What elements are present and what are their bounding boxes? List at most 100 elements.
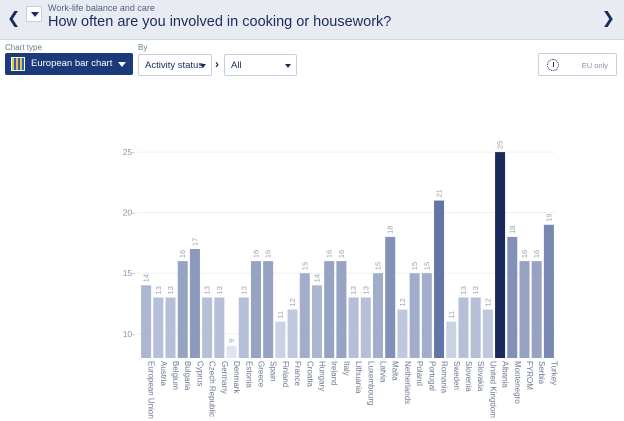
bar-chart-icon	[11, 57, 25, 71]
x-tick-label: Romania	[440, 361, 449, 394]
bar	[226, 345, 237, 358]
bar	[421, 273, 432, 358]
data-label: 13	[471, 286, 480, 294]
data-label: 19	[544, 213, 553, 221]
chart-type-label: Chart type	[5, 43, 42, 52]
next-question-icon[interactable]: ❯	[601, 10, 615, 27]
data-label: 13	[459, 286, 468, 294]
bar	[531, 261, 542, 358]
data-label: 18	[508, 226, 517, 234]
bar	[543, 224, 554, 358]
chart-type-select[interactable]: European bar chart	[5, 53, 133, 75]
y-tick-label: 20-	[123, 208, 135, 218]
data-label: 18	[386, 226, 395, 234]
bar	[202, 297, 213, 358]
bar	[519, 261, 530, 358]
x-tick-label: Austria	[159, 361, 168, 386]
by-label: By	[138, 43, 148, 52]
x-tick-label: FYROM	[525, 361, 534, 390]
x-tick-label: Serbia	[537, 361, 546, 385]
question-dropdown-toggle[interactable]	[26, 6, 42, 22]
chevron-down-icon	[31, 12, 39, 17]
question-title: How often are you involved in cooking or…	[48, 14, 392, 30]
x-tick-label: Latvia	[379, 361, 388, 383]
x-tick-label: Slovenia	[464, 361, 473, 392]
x-tick-label: Lithuania	[354, 361, 363, 394]
data-label: 15	[374, 262, 383, 270]
chart-type-value: European bar chart	[31, 58, 113, 69]
page-header: ❮ Work-life balance and care How often a…	[0, 0, 624, 40]
x-tick-label: Turkey	[549, 361, 558, 385]
bar	[189, 249, 200, 358]
bar	[495, 152, 506, 358]
eu-only-toggle[interactable]: EU only	[538, 53, 617, 76]
data-label: 11	[447, 311, 456, 319]
bar	[311, 285, 322, 358]
data-label: 12	[398, 298, 407, 306]
bar	[153, 297, 164, 358]
x-tick-label: Slovakia	[476, 361, 485, 392]
x-tick-label: Estonia	[244, 361, 253, 388]
data-label: 16	[264, 250, 273, 258]
bar	[458, 297, 469, 358]
bar	[507, 236, 518, 358]
x-tick-label: Malta	[391, 361, 400, 381]
x-tick-label: Denmark	[232, 361, 241, 394]
x-tick-label: Greece	[256, 361, 265, 388]
data-label: 13	[166, 286, 175, 294]
data-label: 15	[300, 262, 309, 270]
x-tick-label: Albania	[501, 361, 510, 388]
x-tick-label: Sweden	[452, 361, 461, 390]
bar	[409, 273, 420, 358]
data-label: 16	[325, 250, 334, 258]
data-label: 13	[349, 286, 358, 294]
topic-subtitle: Work-life balance and care	[48, 3, 155, 13]
x-tick-label: Poland	[415, 361, 424, 386]
x-tick-label: Bulgaria	[183, 361, 192, 391]
bar	[299, 273, 310, 358]
chevron-down-icon	[285, 64, 291, 68]
bar	[214, 297, 225, 358]
bar	[250, 261, 261, 358]
data-label: 15	[422, 262, 431, 270]
x-tick-label: United Kingdom	[488, 361, 497, 418]
y-tick-label: 10-	[123, 329, 135, 339]
x-tick-label: Italy	[342, 361, 351, 376]
x-tick-label: Luxembourg	[366, 361, 375, 405]
data-label: 16	[337, 250, 346, 258]
bar	[238, 297, 249, 358]
eu-only-label: EU only	[581, 61, 608, 70]
bar	[470, 297, 481, 358]
bar	[373, 273, 384, 358]
data-label: 9	[227, 339, 236, 343]
x-tick-label: Germany	[220, 361, 229, 394]
data-label: 12	[288, 298, 297, 306]
x-tick-label: Cyprus	[195, 361, 204, 386]
x-tick-label: Ireland	[330, 361, 339, 385]
bar	[275, 321, 286, 358]
bar	[397, 309, 408, 358]
breakdown-select[interactable]: Activity status	[138, 54, 212, 76]
breakdown-value: Activity status	[145, 60, 204, 71]
x-tick-label: Czech Republic	[208, 361, 217, 417]
data-label: 12	[483, 298, 492, 306]
filter-select[interactable]: All	[224, 54, 297, 76]
previous-question-icon[interactable]: ❮	[7, 10, 21, 27]
y-tick-label: 25-	[123, 147, 135, 157]
bar	[482, 309, 493, 358]
data-label: 14	[312, 274, 321, 282]
data-label: 16	[532, 250, 541, 258]
x-tick-label: Montenegro	[513, 361, 522, 404]
bar	[446, 321, 457, 358]
data-label: 17	[190, 238, 199, 246]
data-label: 14	[142, 274, 151, 282]
x-tick-label: Spain	[269, 361, 278, 381]
bar	[385, 236, 396, 358]
x-tick-label: Finland	[281, 361, 290, 387]
bar	[360, 297, 371, 358]
chevron-down-icon	[118, 62, 126, 67]
filter-value: All	[231, 60, 242, 71]
eu-stars-icon	[547, 59, 559, 71]
chevron-right-icon: ›	[215, 57, 219, 71]
